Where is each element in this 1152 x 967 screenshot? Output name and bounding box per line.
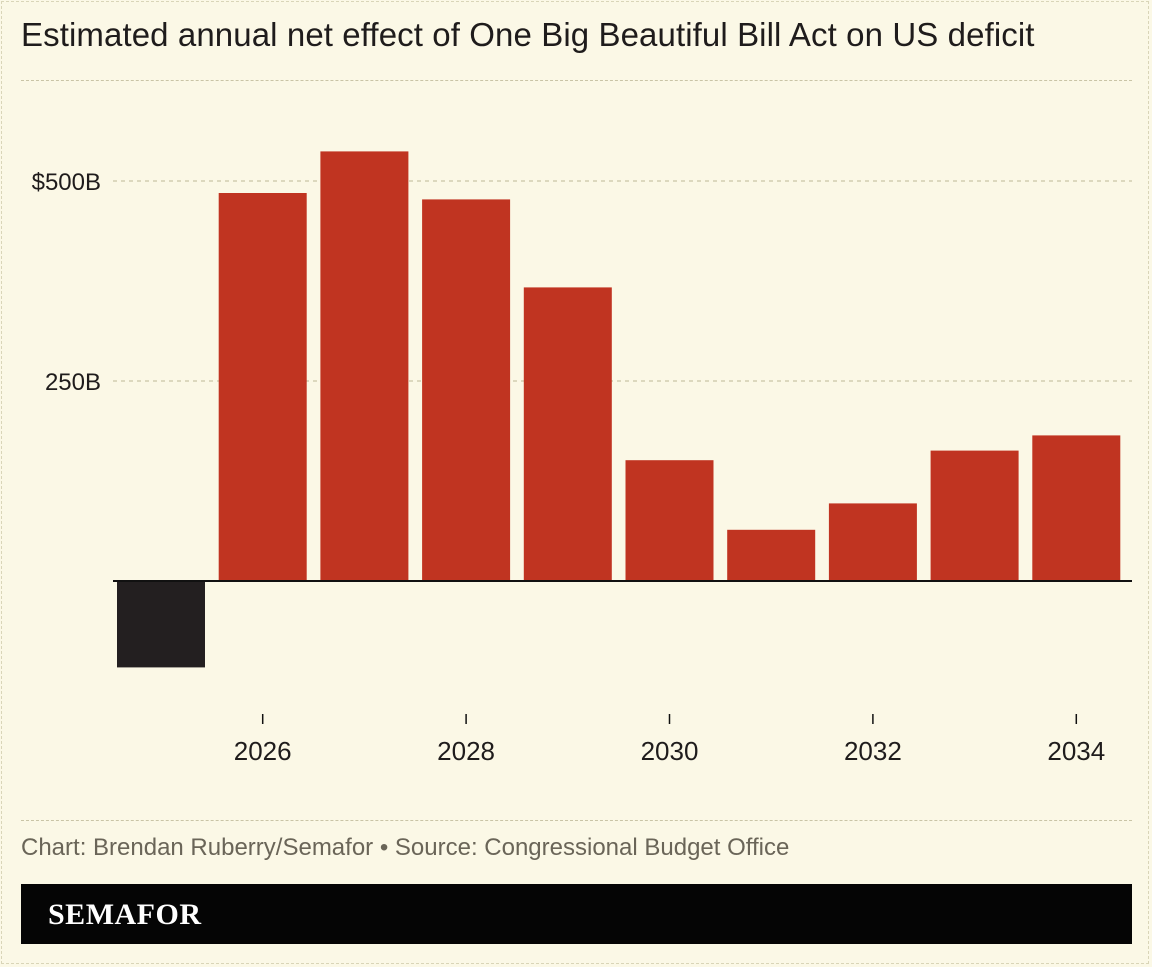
chart-credit: Chart: Brendan Ruberry/Semafor • Source:…	[21, 834, 790, 861]
bar-2029	[523, 287, 612, 581]
bar-2027	[320, 151, 409, 581]
footer-divider	[21, 820, 1132, 821]
x-tick-label: 2034	[1047, 736, 1105, 766]
semafor-logo: SEMAFOR	[48, 898, 202, 931]
bar-2031	[727, 529, 816, 581]
bar-2034	[1032, 435, 1121, 581]
title-divider	[21, 80, 1132, 81]
bar-chart: 250B $500B 2026 2028 2030 2032 2034	[32, 151, 1132, 766]
x-tick-label: 2026	[234, 736, 292, 766]
bar-2032	[828, 503, 917, 581]
x-tick-label: 2030	[641, 736, 699, 766]
y-tick-label: $500B	[32, 169, 101, 196]
x-tick-label: 2028	[437, 736, 495, 766]
chart-title: Estimated annual net effect of One Big B…	[21, 16, 1035, 53]
brand-bar: SEMAFOR	[21, 884, 1132, 944]
bar-2026	[218, 193, 307, 581]
x-tick-label: 2032	[844, 736, 902, 766]
bar-2033	[930, 450, 1019, 581]
bar-2028	[422, 199, 511, 581]
bar-2025	[117, 581, 205, 668]
bar-2030	[625, 460, 714, 581]
y-tick-label: 250B	[45, 369, 101, 396]
